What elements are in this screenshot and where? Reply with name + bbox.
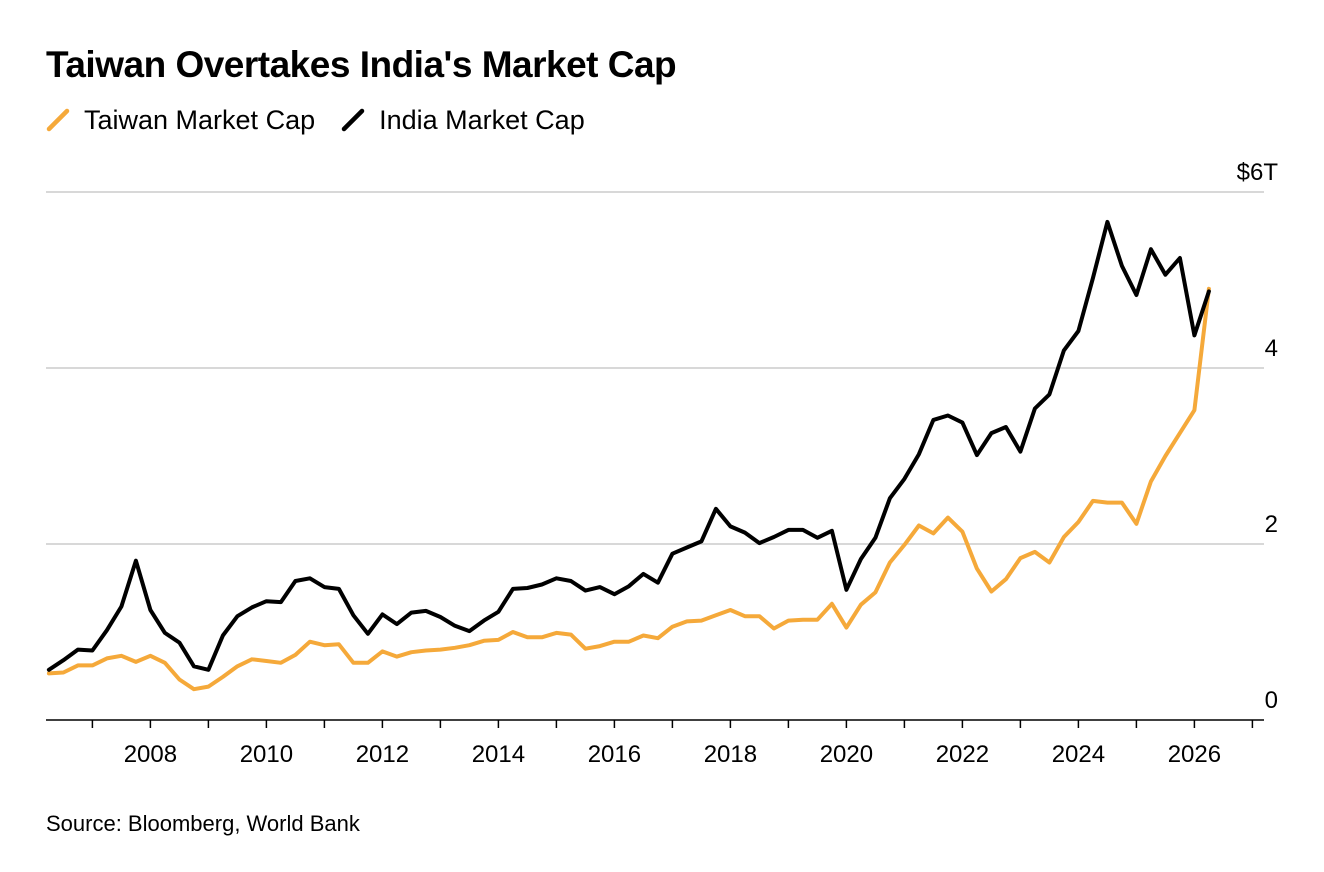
y-tick-labels: 0 2 4 $6T — [1237, 159, 1279, 714]
x-axis — [46, 719, 1264, 728]
x-tick-label: 2024 — [1052, 741, 1105, 768]
x-tick-label: 2014 — [472, 741, 525, 768]
x-tick-label: 2016 — [588, 741, 641, 768]
grid-lines — [46, 191, 1264, 545]
legend-item-india: India Market Cap — [341, 105, 585, 136]
legend-item-taiwan: Taiwan Market Cap — [46, 105, 315, 136]
x-tick-label: 2022 — [936, 741, 989, 768]
taiwan-swatch-line — [46, 108, 70, 132]
india-legend-swatch — [341, 108, 365, 132]
series-lines — [46, 219, 1211, 692]
series-line-taiwan — [46, 286, 1211, 692]
chart-title: Taiwan Overtakes India's Market Cap — [46, 44, 677, 85]
x-tick-label: 2018 — [704, 741, 757, 768]
x-tick-label: 2008 — [124, 741, 177, 768]
x-tick-label: 2012 — [356, 741, 409, 768]
source-note: Source: Bloomberg, World Bank — [46, 811, 360, 836]
india-swatch-line — [341, 108, 365, 132]
x-tick-label: 2020 — [820, 741, 873, 768]
x-tick-label: 2010 — [240, 741, 293, 768]
x-tick-label: 2026 — [1168, 741, 1221, 768]
x-tick-labels: 2008 2010 2012 2014 2016 2018 2020 2022 2024 2026 — [124, 741, 1221, 768]
y-tick-label: $6T — [1237, 159, 1279, 186]
legend-label-india: India Market Cap — [379, 104, 585, 135]
legend: Taiwan Market Cap India Market Cap — [46, 103, 611, 137]
series-line-india — [46, 219, 1211, 672]
y-tick-label: 2 — [1265, 511, 1278, 538]
legend-label-taiwan: Taiwan Market Cap — [84, 104, 316, 135]
taiwan-legend-swatch — [46, 108, 70, 132]
y-tick-label: 4 — [1265, 335, 1278, 362]
y-tick-label: 0 — [1265, 687, 1278, 714]
